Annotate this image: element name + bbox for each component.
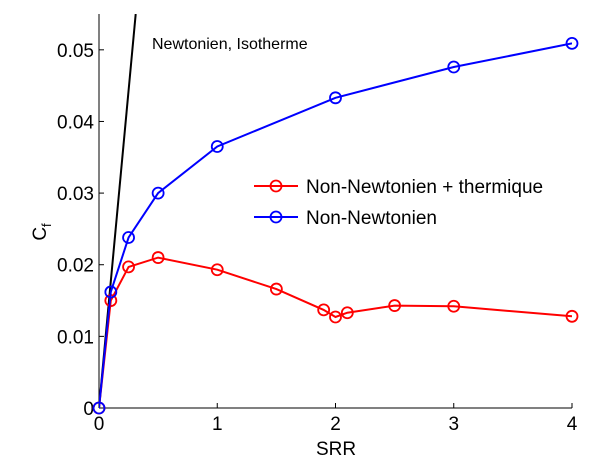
data-point [565, 36, 579, 50]
data-point [447, 299, 461, 313]
data-point [210, 263, 224, 277]
series-line [99, 256, 572, 408]
legend-marker [269, 210, 283, 224]
svg-text:Cf: Cf [30, 223, 54, 241]
data-point [104, 285, 118, 299]
x-tick-label: 3 [448, 414, 459, 435]
data-point [447, 60, 461, 74]
x-tick-label: 4 [567, 414, 578, 435]
y-axis-label-subscript: f [39, 223, 54, 227]
data-point [269, 282, 283, 296]
data-point [565, 309, 579, 323]
legend-marker [269, 179, 283, 193]
data-point [210, 140, 224, 153]
legend: Non-Newtonien + thermique Non-Newtonien [254, 177, 543, 229]
annotation-newtonien-isotherme: Newtonien, Isotherme [152, 36, 308, 53]
y-tick-label: 0.03 [57, 184, 94, 205]
y-axis-label-main: C [30, 227, 51, 241]
data-point [151, 186, 165, 200]
y-axis-label: Cf [30, 223, 54, 241]
data-point [122, 231, 135, 244]
data-point [388, 299, 402, 312]
y-tick-label: 0.02 [57, 256, 94, 277]
x-tick-label: 0 [94, 414, 105, 435]
x-tick-label: 1 [212, 414, 223, 435]
data-point [329, 310, 342, 324]
legend-label: Non-Newtonien [306, 208, 437, 229]
x-tick-label: 2 [330, 414, 341, 435]
series-1 [99, 42, 572, 408]
series-line [99, 42, 572, 408]
data-point [151, 251, 165, 264]
data-point [122, 260, 135, 274]
x-axis-label: SRR [316, 439, 356, 460]
y-tick-label: 0 [83, 399, 94, 420]
data-point [340, 306, 354, 320]
data-point [92, 401, 106, 415]
y-tick-label: 0.05 [57, 41, 94, 62]
y-tick-label: 0.01 [57, 327, 94, 348]
series-layer [92, 14, 579, 415]
data-point [317, 303, 331, 317]
y-tick-label: 0.04 [57, 112, 94, 133]
series-0 [99, 256, 572, 408]
data-point [329, 91, 342, 105]
legend-label: Non-Newtonien + thermique [306, 177, 543, 198]
ticks: 0 0.01 0.02 0.03 0.04 0.05 0 1 2 3 4 [57, 41, 578, 435]
